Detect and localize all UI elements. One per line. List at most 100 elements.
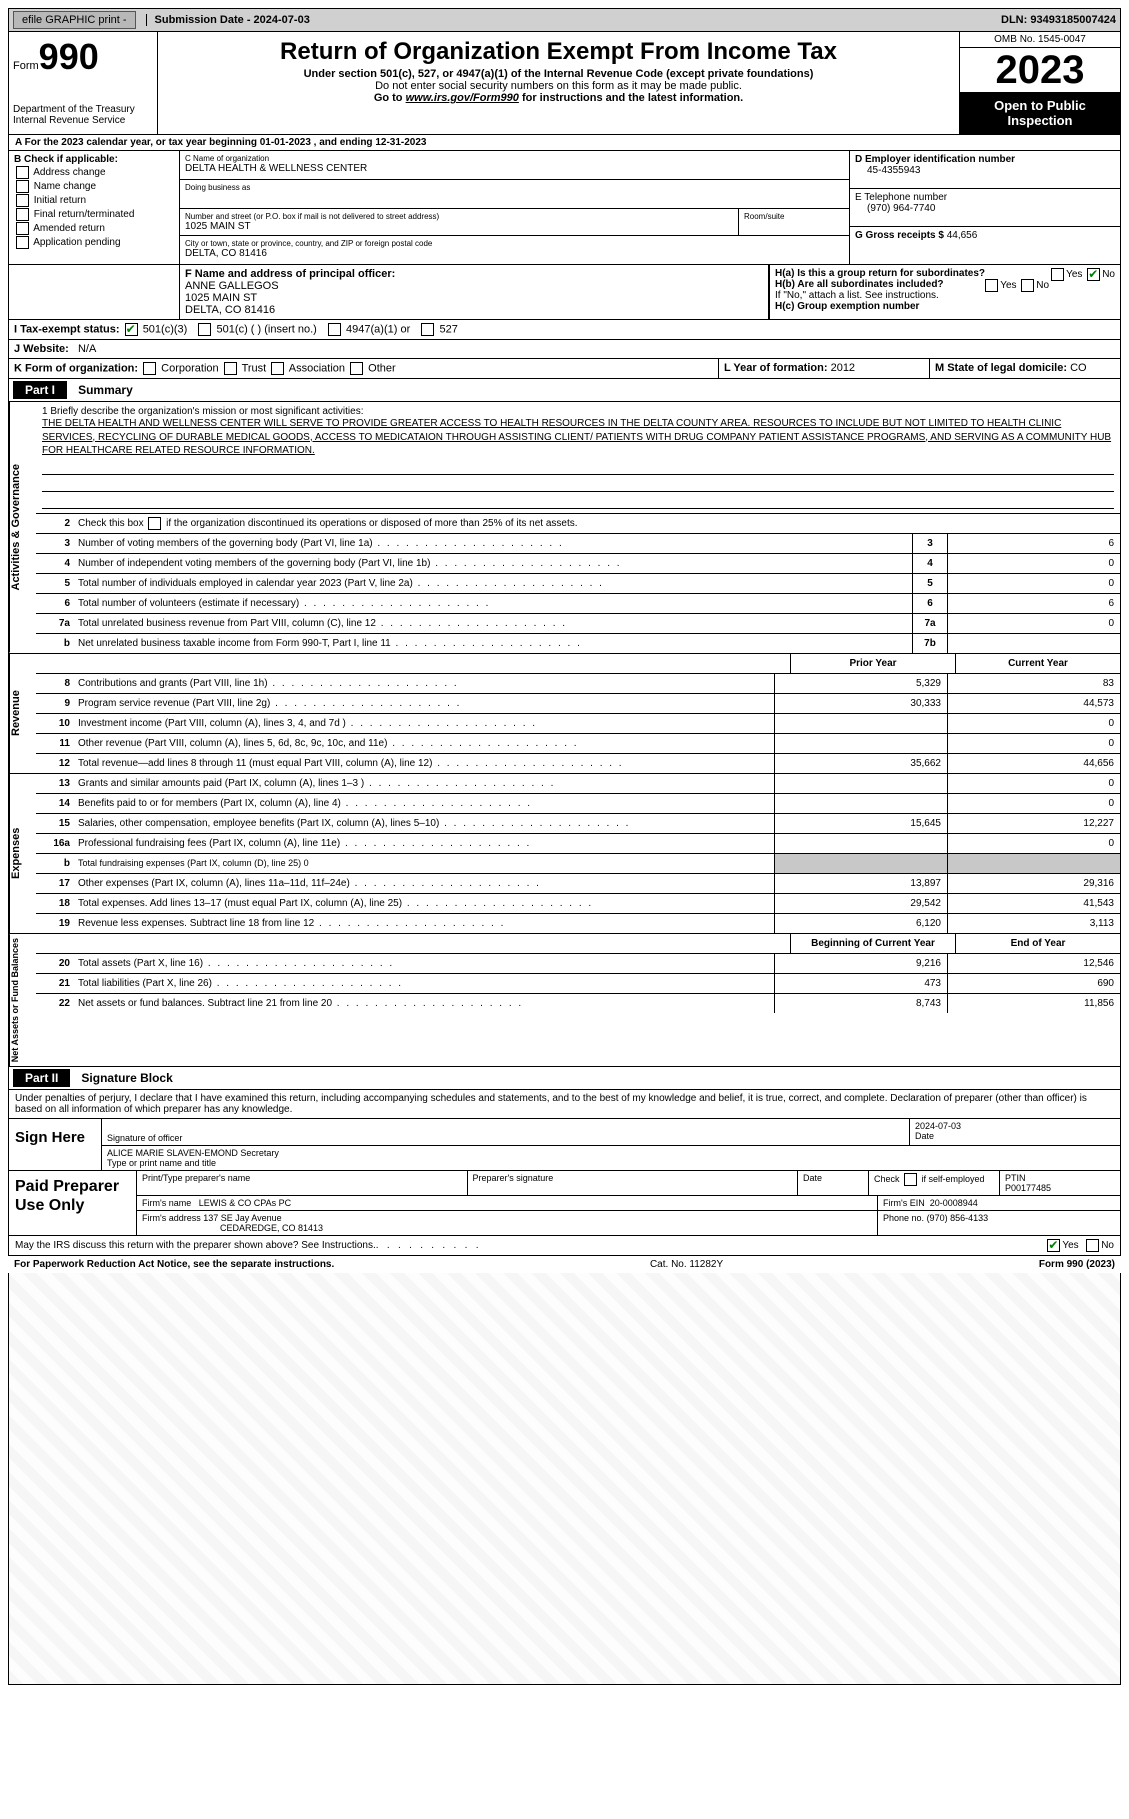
- chk-other[interactable]: [350, 362, 363, 375]
- summary-line: 14Benefits paid to or for members (Part …: [36, 794, 1120, 814]
- phone-label: E Telephone number: [855, 192, 947, 203]
- current-year-header: Current Year: [955, 654, 1120, 673]
- paid-preparer-block: Paid Preparer Use Only Print/Type prepar…: [8, 1171, 1121, 1236]
- dept-label: Department of the Treasury Internal Reve…: [13, 104, 153, 126]
- city-label: City or town, state or province, country…: [185, 239, 844, 248]
- officer-name: ANNE GALLEGOS: [185, 280, 279, 292]
- summary-line: 21Total liabilities (Part X, line 26)473…: [36, 974, 1120, 994]
- summary-line: 11Other revenue (Part VIII, column (A), …: [36, 734, 1120, 754]
- net-assets-section: Net Assets or Fund Balances Beginning of…: [8, 934, 1121, 1067]
- sig-date-label: Date: [915, 1131, 1115, 1141]
- footer-left: For Paperwork Reduction Act Notice, see …: [14, 1259, 334, 1270]
- ptin-value: P00177485: [1005, 1183, 1051, 1193]
- efile-print-button[interactable]: efile GRAPHIC print -: [13, 11, 136, 29]
- phone-value: (970) 964-7740: [867, 203, 935, 214]
- ha-yes[interactable]: [1051, 268, 1064, 281]
- hb-note: If "No," attach a list. See instructions…: [775, 290, 1115, 301]
- hb-yes[interactable]: [985, 279, 998, 292]
- org-name: DELTA HEALTH & WELLNESS CENTER: [185, 163, 367, 174]
- chk-application-pending[interactable]: Application pending: [14, 236, 174, 249]
- chk-self-employed[interactable]: [904, 1173, 917, 1186]
- summary-line: 12Total revenue—add lines 8 through 11 (…: [36, 754, 1120, 773]
- form-number: Form990: [13, 36, 153, 78]
- dln-label: DLN: 93493185007424: [1001, 14, 1116, 26]
- summary-line: 9Program service revenue (Part VIII, lin…: [36, 694, 1120, 714]
- chk-discontinued[interactable]: [148, 517, 161, 530]
- form-header: Form990 Department of the Treasury Inter…: [8, 32, 1121, 135]
- tax-year: 2023: [960, 48, 1120, 92]
- summary-line: 7aTotal unrelated business revenue from …: [36, 614, 1120, 634]
- summary-line: 17Other expenses (Part IX, column (A), l…: [36, 874, 1120, 894]
- domicile-label: M State of legal domicile:: [935, 362, 1067, 374]
- header-sub1: Under section 501(c), 527, or 4947(a)(1)…: [164, 68, 953, 80]
- year-formation-label: L Year of formation:: [724, 362, 828, 374]
- chk-527[interactable]: [421, 323, 434, 336]
- chk-name-change[interactable]: Name change: [14, 180, 174, 193]
- officer-printed-name: ALICE MARIE SLAVEN-EMOND Secretary: [107, 1148, 1115, 1158]
- website-label: J Website:: [14, 343, 69, 355]
- part1-title: Summary: [78, 383, 133, 397]
- discuss-no[interactable]: [1086, 1239, 1099, 1252]
- chk-final-return[interactable]: Final return/terminated: [14, 208, 174, 221]
- gross-receipts-label: G Gross receipts $: [855, 230, 944, 241]
- ha-no[interactable]: [1087, 268, 1100, 281]
- part1-header: Part I: [13, 381, 67, 399]
- ptin-label: PTIN: [1005, 1173, 1026, 1183]
- summary-line: 19Revenue less expenses. Subtract line 1…: [36, 914, 1120, 933]
- summary-line: 15Salaries, other compensation, employee…: [36, 814, 1120, 834]
- summary-line: 3Number of voting members of the governi…: [36, 534, 1120, 554]
- sig-date: 2024-07-03: [915, 1121, 1115, 1131]
- firm-addr2: CEDAREDGE, CO 81413: [220, 1223, 323, 1233]
- section-i: I Tax-exempt status: 501(c)(3) 501(c) ( …: [8, 320, 1121, 340]
- chk-address-change[interactable]: Address change: [14, 166, 174, 179]
- summary-line: 16aProfessional fundraising fees (Part I…: [36, 834, 1120, 854]
- mission-label: 1 Briefly describe the organization's mi…: [42, 406, 1114, 417]
- officer-label: F Name and address of principal officer:: [185, 268, 395, 280]
- activities-governance-section: Activities & Governance 1 Briefly descri…: [8, 402, 1121, 654]
- chk-501c[interactable]: [198, 323, 211, 336]
- boxb-label: B Check if applicable:: [14, 154, 118, 165]
- footer-right: Form 990 (2023): [1039, 1259, 1115, 1270]
- section-klm: K Form of organization: Corporation Trus…: [8, 359, 1121, 379]
- chk-assoc[interactable]: [271, 362, 284, 375]
- hc-label: H(c) Group exemption number: [775, 301, 919, 312]
- hb-no[interactable]: [1021, 279, 1034, 292]
- beginning-year-header: Beginning of Current Year: [790, 934, 955, 953]
- discuss-yes[interactable]: [1047, 1239, 1060, 1252]
- tax-exempt-label: I Tax-exempt status:: [14, 323, 120, 335]
- chk-amended-return[interactable]: Amended return: [14, 222, 174, 235]
- prep-phone-label: Phone no.: [883, 1213, 924, 1223]
- form-org-label: K Form of organization:: [14, 362, 138, 374]
- gross-receipts-value: 44,656: [947, 230, 978, 241]
- chk-trust[interactable]: [224, 362, 237, 375]
- line2-desc: Check this box if the organization disco…: [74, 515, 1120, 532]
- revenue-tab: Revenue: [9, 654, 36, 773]
- ha-label: H(a) Is this a group return for subordin…: [775, 268, 985, 279]
- page-2-placeholder: [8, 1273, 1121, 1685]
- sign-here-label: Sign Here: [9, 1119, 102, 1170]
- section-fh: F Name and address of principal officer:…: [8, 265, 1121, 320]
- firm-addr1: 137 SE Jay Avenue: [203, 1213, 281, 1223]
- chk-501c3[interactable]: [125, 323, 138, 336]
- website-value: N/A: [78, 343, 96, 355]
- expenses-section: Expenses 13Grants and similar amounts pa…: [8, 774, 1121, 934]
- summary-line: 10Investment income (Part VIII, column (…: [36, 714, 1120, 734]
- form-label: Form: [13, 60, 39, 72]
- street-address: 1025 MAIN ST: [185, 221, 251, 232]
- instructions-link[interactable]: www.irs.gov/Form990: [406, 92, 519, 104]
- summary-line: 5Total number of individuals employed in…: [36, 574, 1120, 594]
- prep-phone: (970) 856-4133: [927, 1213, 989, 1223]
- chk-corp[interactable]: [143, 362, 156, 375]
- form-title: Return of Organization Exempt From Incom…: [164, 38, 953, 66]
- summary-line: 20Total assets (Part X, line 16)9,21612,…: [36, 954, 1120, 974]
- firm-name-label: Firm's name: [142, 1198, 191, 1208]
- submission-date: Submission Date - 2024-07-03: [146, 14, 310, 26]
- chk-initial-return[interactable]: Initial return: [14, 194, 174, 207]
- top-bar: efile GRAPHIC print - Submission Date - …: [8, 8, 1121, 32]
- addr-label: Number and street (or P.O. box if mail i…: [185, 212, 733, 221]
- city-state-zip: DELTA, CO 81416: [185, 248, 267, 259]
- tax-year-line: A For the 2023 calendar year, or tax yea…: [8, 135, 1121, 151]
- org-name-label: C Name of organization: [185, 154, 844, 163]
- chk-4947[interactable]: [328, 323, 341, 336]
- expenses-tab: Expenses: [9, 774, 36, 933]
